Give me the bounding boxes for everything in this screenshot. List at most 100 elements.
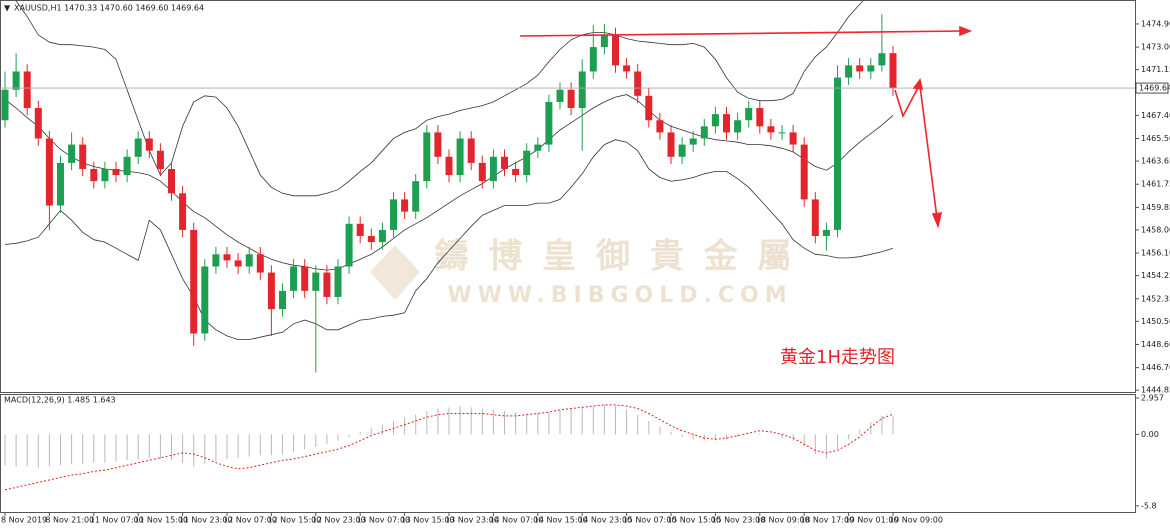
y-tick-label: 1461.75 bbox=[1141, 180, 1170, 189]
candle-body bbox=[756, 108, 764, 127]
candle-body bbox=[245, 254, 253, 267]
candle-body bbox=[800, 144, 808, 200]
macd-label: MACD(12,26,9) 1.485 1.643 bbox=[4, 396, 116, 405]
header: XAUUSD,H1 1470.33 1470.60 1469.60 1469.6… bbox=[14, 4, 204, 13]
candle-body bbox=[845, 65, 853, 78]
candle-body bbox=[745, 108, 753, 121]
y-tick-label: 1452.35 bbox=[1141, 294, 1170, 303]
candle-body bbox=[201, 266, 209, 334]
drawn-arrows bbox=[519, 25, 973, 229]
candle-body bbox=[556, 89, 564, 102]
x-tick-label: 14 Nov 23:00 bbox=[578, 516, 632, 525]
x-tick-label: 13 Nov 23:00 bbox=[445, 516, 499, 525]
candle-body bbox=[223, 254, 231, 261]
candle-body bbox=[123, 156, 131, 176]
candle-body bbox=[34, 108, 42, 139]
y-tick-label: 1474.90 bbox=[1141, 19, 1170, 28]
candle-body bbox=[612, 34, 619, 66]
candle-body bbox=[301, 266, 309, 291]
candle-body bbox=[634, 71, 642, 96]
bollinger-lower bbox=[4, 139, 894, 340]
y-tick-label: 1471.15 bbox=[1141, 65, 1170, 74]
main-panel-frame bbox=[0, 0, 1136, 393]
candle-body bbox=[467, 138, 475, 163]
candle-body bbox=[811, 199, 819, 236]
x-tick-label: 11 Nov 23:00 bbox=[179, 516, 233, 525]
candle-body bbox=[390, 199, 397, 230]
candle-body bbox=[822, 229, 830, 236]
y-tick-label: 1456.10 bbox=[1141, 249, 1170, 258]
watermark-url: WWW.BIBGOLD.COM bbox=[447, 283, 792, 308]
y-tick-label: 1473.00 bbox=[1141, 43, 1170, 52]
candle-body bbox=[567, 89, 575, 109]
candle-body bbox=[678, 144, 686, 157]
candle-body bbox=[412, 181, 420, 212]
candle-body bbox=[545, 101, 553, 145]
candle-body bbox=[445, 156, 453, 176]
candle-body bbox=[867, 65, 875, 72]
candle-body bbox=[734, 120, 742, 133]
candle-body bbox=[767, 126, 775, 133]
candle-body bbox=[256, 254, 264, 273]
y-tick-label: 2.957 bbox=[1141, 393, 1164, 402]
candle-body bbox=[600, 34, 608, 48]
candle-body bbox=[434, 132, 442, 157]
candle-body bbox=[356, 223, 364, 236]
x-tick-label: 11 Nov 07:00 bbox=[90, 516, 144, 525]
candle-body bbox=[23, 71, 31, 109]
forecast-path bbox=[894, 83, 921, 119]
candle-body bbox=[401, 199, 409, 212]
candle-body bbox=[90, 168, 98, 182]
watermark-logo bbox=[370, 245, 420, 300]
y-tick-label: 1465.50 bbox=[1141, 134, 1170, 143]
candle-body bbox=[656, 120, 664, 133]
candle-body bbox=[723, 114, 730, 133]
symbol-arrow: ▼ bbox=[4, 4, 11, 13]
x-tick-label: 11 Nov 15:00 bbox=[134, 516, 188, 525]
candle-body bbox=[478, 162, 486, 182]
x-tick-label: 18 Nov 17:00 bbox=[800, 516, 854, 525]
macd-panel-frame bbox=[0, 394, 1136, 513]
x-tick-label: 8 Nov 21:00 bbox=[45, 516, 94, 525]
y-tick-label: -5.8 bbox=[1141, 501, 1157, 510]
resistance-line bbox=[519, 30, 966, 37]
bollinger-upper bbox=[15, 1, 864, 197]
annotation: 黄金1H走势图 bbox=[780, 347, 895, 368]
x-tick-label: 12 Nov 15:00 bbox=[267, 516, 321, 525]
candle-body bbox=[168, 168, 175, 194]
candle-body bbox=[700, 126, 708, 139]
candle-body bbox=[279, 290, 286, 310]
x-tick-label: 19 Nov 09:00 bbox=[889, 516, 943, 525]
x-tick-label: 8 Nov 2019 bbox=[1, 516, 47, 525]
candle-body bbox=[190, 229, 198, 334]
candle-body bbox=[290, 266, 298, 291]
x-tick-label: 15 Nov 15:00 bbox=[667, 516, 721, 525]
candle-body bbox=[134, 138, 142, 157]
x-tick-label: 14 Nov 07:00 bbox=[489, 516, 543, 525]
candle-body bbox=[267, 272, 275, 310]
y-tick-label: 1444.85 bbox=[1141, 386, 1170, 395]
candle-body bbox=[212, 254, 220, 267]
candle-body bbox=[789, 132, 797, 145]
candle-body bbox=[834, 77, 841, 230]
candle-body bbox=[323, 272, 331, 297]
candle-body bbox=[534, 144, 542, 151]
candle-body bbox=[711, 114, 719, 127]
candle-body bbox=[45, 138, 53, 206]
last-price-label: 1469.64 bbox=[1139, 84, 1170, 93]
candle-body bbox=[1, 89, 9, 121]
candle-body bbox=[79, 144, 87, 169]
x-tick-label: 13 Nov 15:00 bbox=[401, 516, 455, 525]
y-tick-label: 1459.85 bbox=[1141, 203, 1170, 212]
x-tick-label: 12 Nov 23:00 bbox=[312, 516, 366, 525]
candle-body bbox=[68, 144, 76, 163]
y-tick-label: 1446.70 bbox=[1141, 363, 1170, 372]
candle-body bbox=[889, 53, 897, 89]
x-tick-label: 19 Nov 01:00 bbox=[845, 516, 899, 525]
candle-body bbox=[12, 71, 20, 90]
y-tick-label: 1454.25 bbox=[1141, 271, 1170, 280]
candle-body bbox=[456, 138, 464, 176]
x-tick-label: 14 Nov 15:00 bbox=[534, 516, 588, 525]
x-tick-label: 18 Nov 09:00 bbox=[756, 516, 810, 525]
candle-body bbox=[112, 168, 120, 176]
